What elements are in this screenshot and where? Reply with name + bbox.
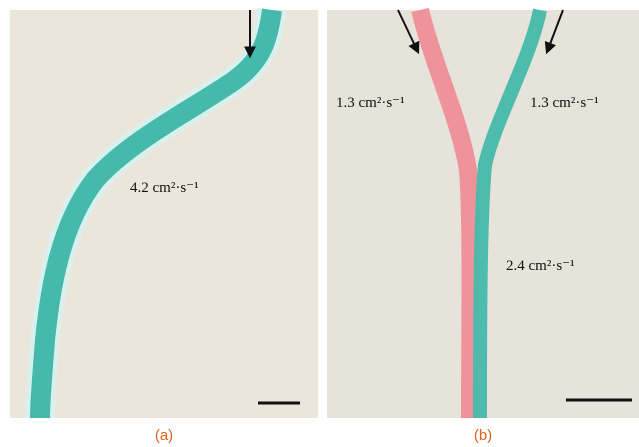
panel-a: 4.2 cm²·s⁻¹: [10, 7, 318, 419]
flow-arrow: [397, 9, 420, 55]
red-dye-stream: [411, 7, 480, 419]
flow-arrow: [544, 9, 564, 55]
panel-caption: (b): [474, 427, 492, 444]
flow-rate-label: 1.3 cm²·s⁻¹: [336, 95, 405, 111]
dye-stream: [30, 8, 282, 419]
flow-rate-label: 1.3 cm²·s⁻¹: [530, 95, 599, 111]
teal-dye-stream: [473, 8, 547, 419]
flow-rate-label: 2.4 cm²·s⁻¹: [506, 258, 575, 274]
flow-rate-label: 4.2 cm²·s⁻¹: [130, 180, 199, 196]
panel-caption: (a): [155, 427, 173, 444]
panel-b: 1.3 cm²·s⁻¹ 1.3 cm²·s⁻¹ 2.4 cm²·s⁻¹: [327, 7, 639, 419]
